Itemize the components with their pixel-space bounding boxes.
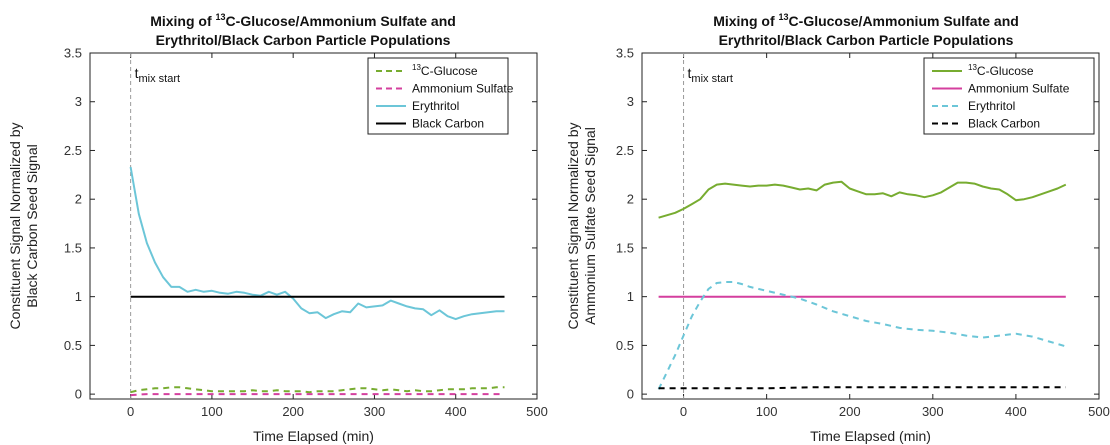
y-tick-label: 2	[627, 192, 634, 207]
series-line-erythritol	[657, 281, 1067, 390]
legend-entry: Ammonium Sulfate	[412, 82, 514, 96]
right-chart: 0 100 200 300 400 500 0 0.5 1 1.5 2 2.5 3 3.5 tmix sta…	[565, 12, 1110, 444]
y-axis-label-line-2: Ammonium Sulfate Seed Signal	[582, 127, 598, 325]
left-chart: 0 100 200 300 400 500 0 0.5 1 1.5 2 2.5 3 3.5 tmix sta…	[7, 12, 548, 444]
x-tick-label: 100	[201, 404, 223, 419]
x-tick-label: 500	[526, 404, 548, 419]
y-tick-label: 2	[75, 192, 82, 207]
y-tick-label: 0.5	[64, 338, 82, 353]
y-axis-label-line-1: Constituent Signal Normalized by	[7, 123, 23, 330]
x-tick-label: 400	[1005, 404, 1027, 419]
legend: 13C-Glucose Ammonium Sulfate Erythritol Bla…	[923, 57, 1095, 135]
series-line-erythritol	[129, 166, 505, 321]
legend-entry: 13C-Glucose	[968, 63, 1034, 78]
y-tick-label: 1.5	[616, 240, 634, 255]
series-line-ammonium-sulfate	[130, 393, 505, 397]
legend-entry: Erythritol	[412, 99, 459, 113]
legend: 13C-Glucose Ammonium Sulfate Erythritol Bla…	[367, 57, 514, 135]
x-axis-label: Time Elapsed (min)	[810, 428, 931, 444]
legend-entry: Erythritol	[968, 99, 1015, 113]
chart-title-line-1: Mixing of 13C-Glucose/Ammonium Sulfate a…	[713, 12, 1019, 29]
y-tick-label: 3	[627, 94, 634, 109]
y-tick-label: 3.5	[616, 46, 634, 61]
y-tick-label: 1	[75, 289, 82, 304]
y-axis-label-line-2: Black Carbon Seed Signal	[24, 144, 40, 307]
chart-title-line-2: Erythritol/Black Carbon Particle Populat…	[156, 32, 451, 48]
y-tick-label: 1.5	[64, 240, 82, 255]
series-line-c-glucose	[130, 386, 505, 394]
y-tick-label: 3.5	[64, 46, 82, 61]
x-tick-label: 400	[445, 404, 467, 419]
y-tick-label: 3	[75, 94, 82, 109]
chart-title-line-2: Erythritol/Black Carbon Particle Populat…	[719, 32, 1014, 48]
series-line-c-glucose	[658, 180, 1067, 219]
x-axis-label: Time Elapsed (min)	[253, 428, 374, 444]
x-tick-label: 200	[282, 404, 304, 419]
y-tick-label: 1	[627, 289, 634, 304]
series-line-black-carbon	[658, 386, 1066, 390]
x-tick-label: 0	[127, 404, 134, 419]
legend-entry: Black Carbon	[968, 117, 1040, 131]
x-tick-label: 500	[1088, 404, 1110, 419]
y-tick-label: 0	[75, 387, 82, 402]
y-tick-label: 0	[627, 387, 634, 402]
chart-title-line-1: Mixing of 13C-Glucose/Ammonium Sulfate a…	[150, 12, 456, 29]
y-axis-label-line-1: Constituent Signal Normalized by	[565, 123, 581, 330]
x-tick-label: 300	[364, 404, 386, 419]
legend-entry: Ammonium Sulfate	[968, 82, 1070, 96]
x-tick-label: 300	[922, 404, 944, 419]
mix-start-annotation: tmix start	[135, 65, 180, 85]
y-tick-label: 0.5	[616, 338, 634, 353]
mix-start-annotation: tmix start	[688, 65, 733, 85]
x-tick-label: 0	[680, 404, 687, 419]
x-tick-label: 100	[756, 404, 778, 419]
legend-entry: 13C-Glucose	[412, 63, 478, 78]
x-tick-label: 200	[839, 404, 861, 419]
legend-entry: Black Carbon	[412, 117, 484, 131]
y-tick-label: 2.5	[64, 143, 82, 158]
y-tick-label: 2.5	[616, 143, 634, 158]
